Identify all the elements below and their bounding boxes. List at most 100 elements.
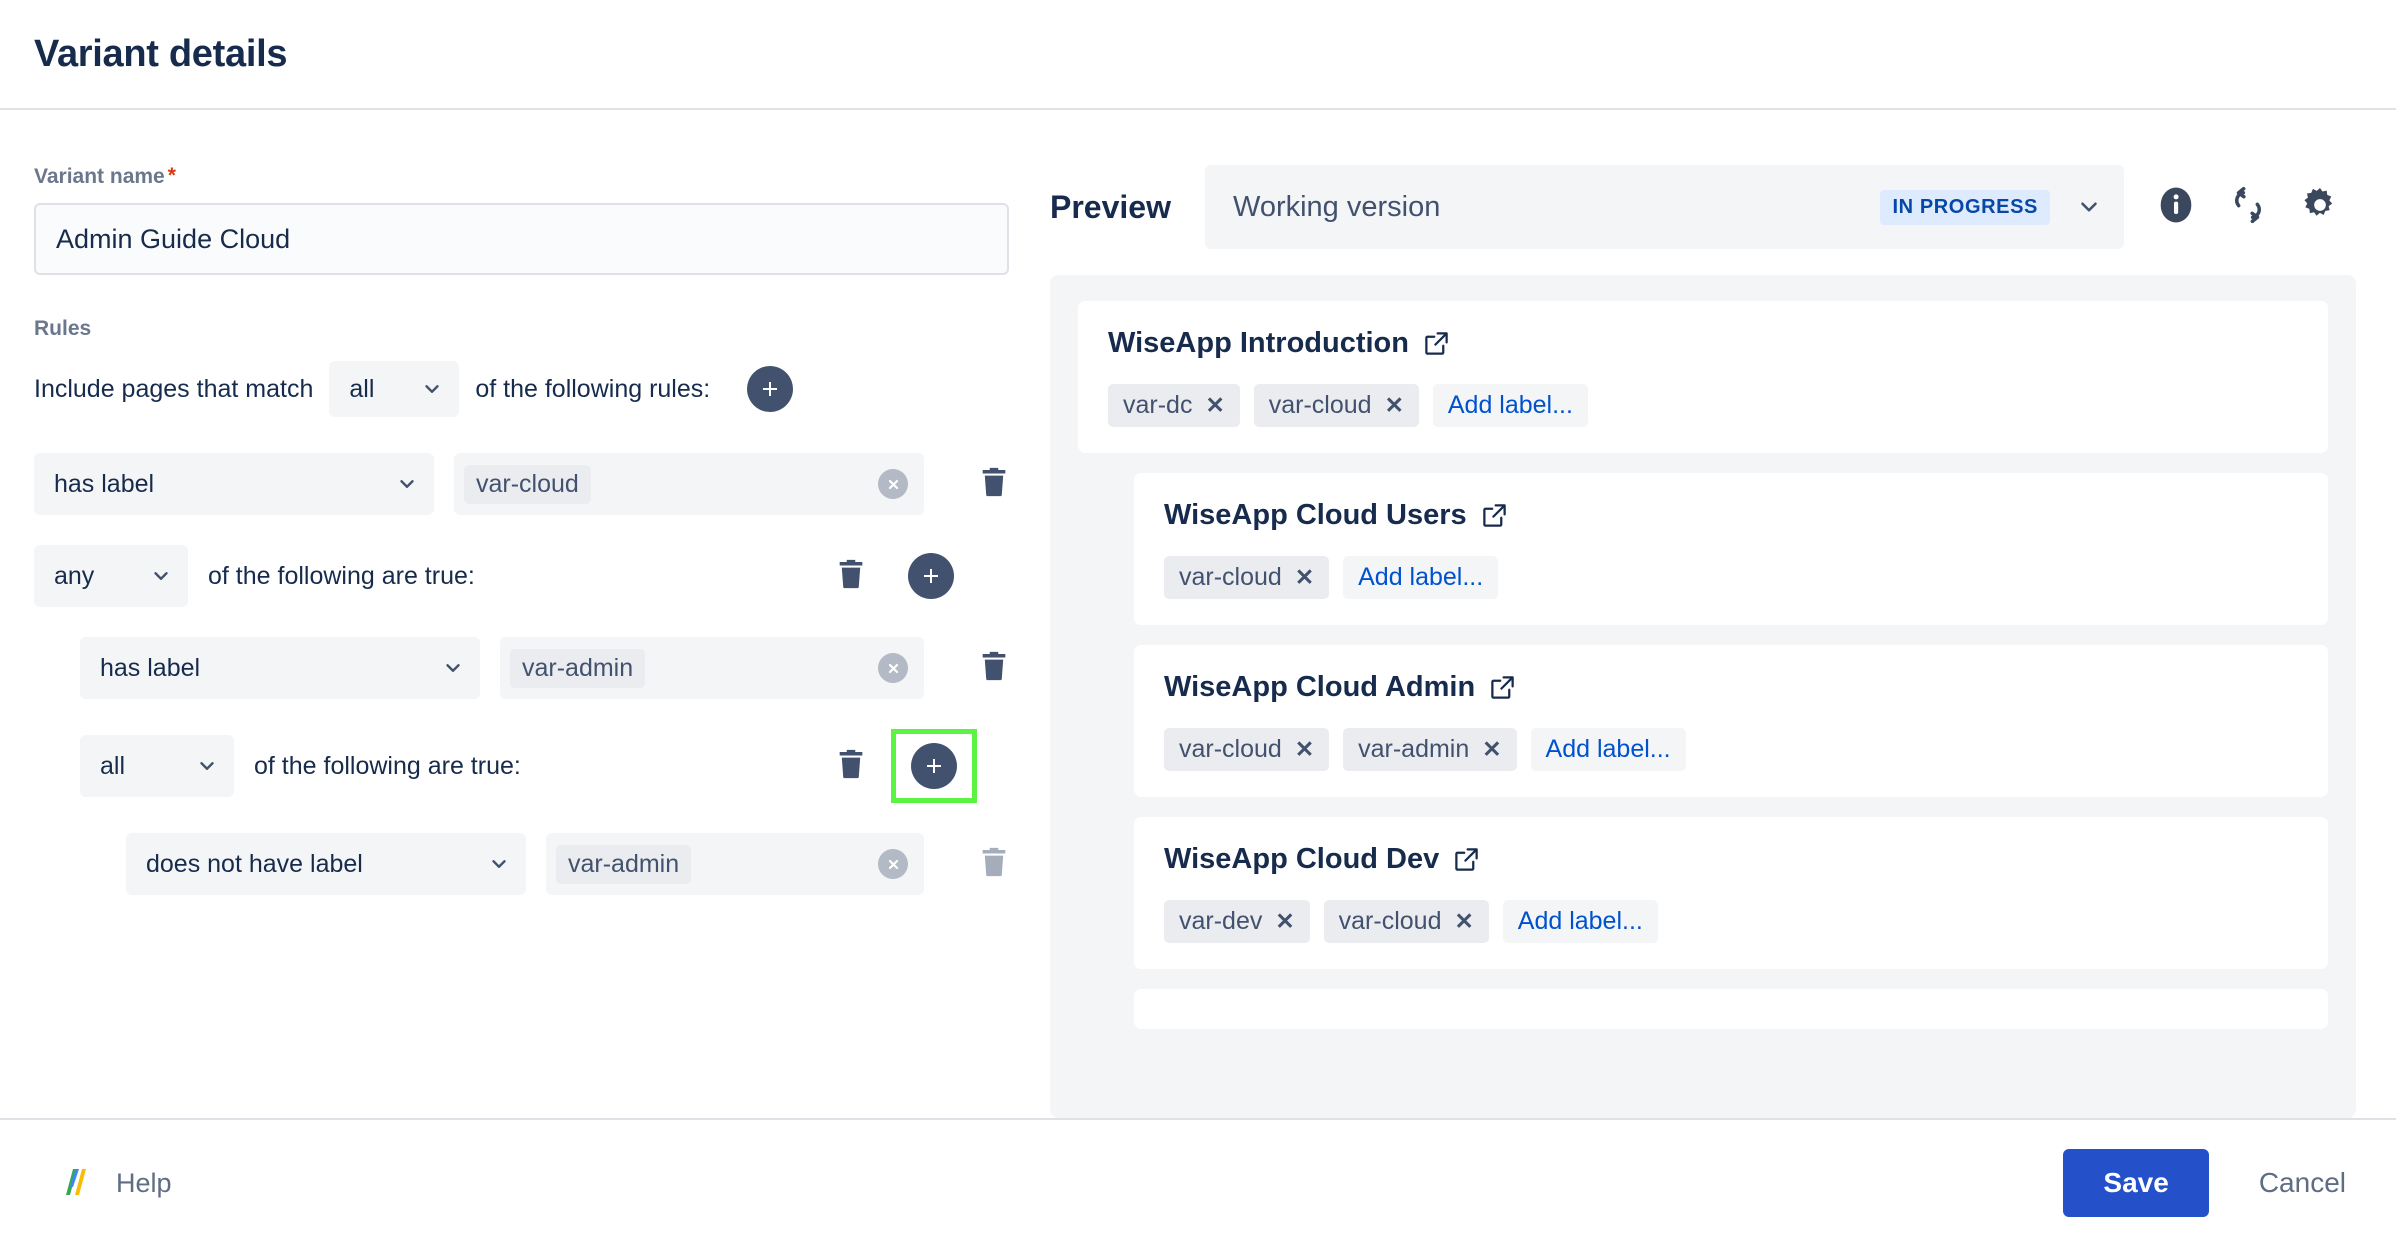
page-card-labels: var-cloud ✕ Add label... [1164,556,2298,599]
help-link[interactable]: Help [62,1165,172,1201]
delete-rule-2-button[interactable] [968,642,1020,694]
label-chip-text: var-cloud [1338,907,1442,935]
page-card-labels: var-dev ✕ var-cloud ✕ Add label... [1164,900,2298,943]
rule-2-value-chip: var-admin [510,648,646,688]
trash-icon [977,648,1011,689]
label-chip[interactable]: var-admin ✕ [1343,728,1517,771]
add-label-button[interactable]: Add label... [1502,900,1658,943]
remove-label-icon[interactable]: ✕ [1205,392,1225,418]
group-all-match-select[interactable]: all [80,735,234,797]
preview-page-card: WiseApp Cloud Dev var-dev [1134,817,2328,969]
variant-form-panel: Variant name * Rules Include pages that … [0,110,1050,1118]
rule-2-operator-value: has label [100,653,201,682]
page-card-title-text: WiseApp Cloud Admin [1164,671,1476,703]
rule-3-operator-select[interactable]: does not have label [126,833,526,895]
page-card-title-text: WiseApp Cloud Users [1164,499,1467,531]
delete-rule-1-button[interactable] [968,458,1020,510]
label-chip-text: var-cloud [1179,735,1282,763]
remove-label-icon[interactable]: ✕ [1294,564,1315,590]
chevron-down-icon [421,378,443,400]
info-icon [2156,185,2196,230]
add-rule-highlight-box [890,729,977,803]
settings-button[interactable] [2284,171,2356,243]
include-rule-line: Include pages that match all of the foll… [34,361,1050,417]
page-title: Variant details [34,32,288,75]
chevron-down-icon [2076,194,2102,220]
rule-3-operator-value: does not have label [146,849,363,878]
rule-3-value-field[interactable]: var-admin [546,833,924,895]
save-button[interactable]: Save [2063,1149,2209,1217]
label-chip-text: var-dev [1179,907,1263,935]
sync-icon [2228,185,2268,230]
add-rule-to-any-group-button[interactable] [905,550,957,602]
rule-2-value-field[interactable]: var-admin [500,637,924,699]
clear-icon[interactable] [878,849,908,879]
rule-row-2: has label var-admin [80,637,1050,699]
add-label-button[interactable]: Add label... [1343,556,1499,599]
label-chip[interactable]: var-cloud ✕ [1253,384,1419,427]
rule-3-value-chip: var-admin [556,844,692,884]
include-match-select[interactable]: all [329,361,460,417]
gear-icon [2300,185,2340,230]
label-chip[interactable]: var-cloud ✕ [1164,556,1330,599]
label-chip-text: var-cloud [1268,391,1372,419]
dialog-footer: Help Save Cancel [0,1118,2396,1246]
label-chip[interactable]: var-cloud ✕ [1323,900,1489,943]
version-selector[interactable]: Working version IN PROGRESS [1204,165,2124,249]
label-chip-text: var-dc [1123,391,1193,419]
delete-rule-3-button[interactable] [968,838,1020,890]
label-chip[interactable]: var-cloud ✕ [1164,728,1330,771]
dialog-header: Variant details [0,0,2396,110]
remove-label-icon[interactable]: ✕ [1275,908,1295,934]
rule-2-operator-select[interactable]: has label [80,637,480,699]
variant-name-label-text: Variant name [34,165,165,188]
group-any-match-select[interactable]: any [34,545,188,607]
preview-header-actions [2140,171,2356,243]
rule-1-value-chip: var-cloud [464,464,591,504]
remove-label-icon[interactable]: ✕ [1482,736,1502,762]
chevron-down-icon [196,755,218,777]
add-root-rule-button[interactable] [744,363,796,415]
remove-label-icon[interactable]: ✕ [1294,736,1315,762]
rule-1-value-field[interactable]: var-cloud [454,453,924,515]
footer-actions: Save Cancel [2063,1149,2356,1217]
help-label: Help [116,1167,172,1198]
page-card-title-text: WiseApp Cloud Dev [1164,843,1440,875]
add-rule-to-all-group-button[interactable] [908,740,960,792]
clear-icon[interactable] [878,469,908,499]
label-chip[interactable]: var-dc ✕ [1108,384,1240,427]
remove-label-icon[interactable]: ✕ [1454,908,1474,934]
rule-1-operator-select[interactable]: has label [34,453,434,515]
cancel-button[interactable]: Cancel [2249,1149,2356,1217]
remove-label-icon[interactable]: ✕ [1384,392,1404,418]
rule-row-3: does not have label var-admin [126,833,1050,895]
external-link-icon[interactable] [1481,502,1508,529]
add-label-button[interactable]: Add label... [1530,728,1686,771]
page-card-title: WiseApp Cloud Dev [1164,843,2298,876]
trash-icon [834,556,868,597]
preview-header: Preview Working version IN PROGRESS [1050,165,2356,249]
add-label-button[interactable]: Add label... [1432,384,1588,427]
chevron-down-icon [396,473,418,495]
group-all-match-value: all [100,751,126,780]
info-button[interactable] [2140,171,2212,243]
trash-icon [977,464,1011,505]
page-card-title-text: WiseApp Introduction [1108,327,1409,359]
external-link-icon[interactable] [1423,330,1450,357]
variant-name-input[interactable] [34,203,1009,275]
chevron-down-icon [150,565,172,587]
rules-heading: Rules [34,317,92,340]
external-link-icon[interactable] [1453,846,1480,873]
delete-group-all-button[interactable] [825,740,877,792]
chevron-down-icon [488,853,510,875]
clear-icon[interactable] [878,653,908,683]
label-chip[interactable]: var-dev ✕ [1164,900,1310,943]
external-link-icon[interactable] [1489,674,1516,701]
preview-cards-list[interactable]: WiseApp Introduction var-dc [1050,301,2356,1118]
delete-group-any-button[interactable] [825,550,877,602]
help-logo-icon [62,1165,98,1201]
rule-row-1: has label var-cloud [34,453,1050,515]
page-card-title: WiseApp Introduction [1108,327,2298,360]
sync-button[interactable] [2212,171,2284,243]
